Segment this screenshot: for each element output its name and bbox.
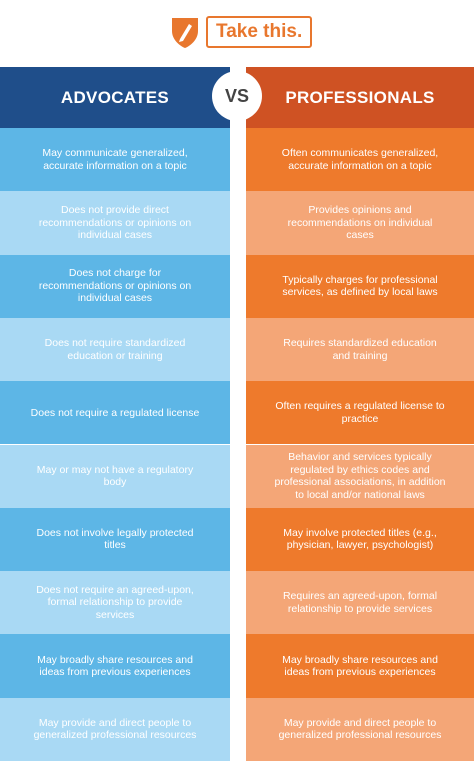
advocate-cell: Does not require an agreed-upon, formal …: [0, 571, 230, 635]
advocate-cell: Does not require a regulated license: [0, 381, 230, 445]
advocate-cell: May broadly share resources and ideas fr…: [0, 634, 230, 698]
logo-text: Take this.: [206, 16, 313, 48]
advocate-cell: Does not provide direct recommendations …: [0, 191, 230, 255]
professional-cell: Often communicates generalized, accurate…: [246, 128, 474, 192]
professional-cell: Requires an agreed-upon, formal relation…: [246, 571, 474, 635]
advocate-cell: Does not require standardized education …: [0, 317, 230, 382]
advocate-cell: May communicate generalized, accurate in…: [0, 128, 230, 192]
advocate-cell: Does not involve legally protected title…: [0, 507, 230, 572]
professional-cell: May provide and direct people to general…: [246, 697, 474, 761]
professional-cell: Provides opinions and recommendations on…: [246, 191, 474, 255]
professional-cell: Behavior and services typically regulate…: [246, 444, 474, 508]
vs-badge: VS: [212, 71, 262, 121]
logo-icon: [172, 18, 198, 48]
professional-cell: May involve protected titles (e.g., phys…: [246, 507, 474, 572]
professional-cell: May broadly share resources and ideas fr…: [246, 634, 474, 698]
logo: Take this.: [170, 14, 313, 50]
right-header: PROFESSIONALS: [246, 67, 474, 128]
professional-cell: Often requires a regulated license to pr…: [246, 381, 474, 445]
advocate-cell: Does not charge for recommendations or o…: [0, 254, 230, 318]
professional-cell: Requires standardized education and trai…: [246, 317, 474, 382]
advocate-cell: May provide and direct people to general…: [0, 697, 230, 761]
professional-cell: Typically charges for professional servi…: [246, 254, 474, 318]
advocate-cell: May or may not have a regulatory body: [0, 444, 230, 508]
left-header: ADVOCATES: [0, 67, 230, 128]
